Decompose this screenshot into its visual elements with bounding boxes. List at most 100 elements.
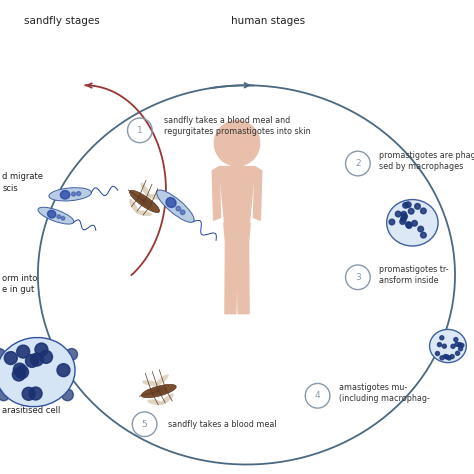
Circle shape	[451, 344, 455, 348]
Circle shape	[406, 223, 412, 228]
Ellipse shape	[129, 199, 138, 213]
Circle shape	[29, 387, 42, 400]
Circle shape	[405, 202, 411, 208]
Circle shape	[415, 203, 420, 209]
Circle shape	[401, 216, 406, 222]
Circle shape	[440, 336, 444, 340]
Ellipse shape	[141, 198, 148, 205]
Circle shape	[66, 348, 78, 360]
Text: 4: 4	[315, 392, 320, 400]
Circle shape	[409, 209, 414, 214]
Circle shape	[72, 192, 75, 196]
Circle shape	[4, 352, 17, 365]
Ellipse shape	[142, 380, 158, 386]
Ellipse shape	[156, 374, 169, 385]
Circle shape	[0, 348, 5, 360]
Ellipse shape	[137, 195, 145, 203]
Circle shape	[457, 343, 462, 346]
Circle shape	[26, 355, 38, 367]
Ellipse shape	[38, 207, 74, 224]
Circle shape	[436, 352, 439, 356]
Ellipse shape	[147, 400, 163, 405]
Ellipse shape	[129, 191, 160, 212]
Text: arasitised cell: arasitised cell	[2, 406, 61, 414]
Ellipse shape	[166, 198, 176, 208]
Text: orm into
e in gut: orm into e in gut	[2, 274, 38, 294]
Circle shape	[57, 215, 61, 219]
Circle shape	[16, 365, 28, 379]
Circle shape	[389, 219, 395, 225]
Polygon shape	[219, 167, 255, 223]
Circle shape	[443, 355, 447, 358]
Circle shape	[440, 356, 444, 360]
Circle shape	[13, 363, 26, 376]
Ellipse shape	[387, 200, 438, 246]
Circle shape	[22, 387, 35, 400]
Ellipse shape	[157, 190, 194, 222]
Circle shape	[35, 343, 48, 356]
Circle shape	[400, 219, 405, 224]
Circle shape	[62, 389, 73, 401]
Circle shape	[61, 217, 65, 220]
Text: human stages: human stages	[231, 16, 305, 27]
Ellipse shape	[161, 393, 174, 404]
Ellipse shape	[0, 337, 75, 407]
Circle shape	[57, 364, 70, 377]
Circle shape	[77, 191, 81, 196]
Text: sandfly takes a blood meal and
regurgitates promastigotes into skin: sandfly takes a blood meal and regurgita…	[164, 116, 310, 136]
Circle shape	[458, 347, 463, 351]
Ellipse shape	[140, 182, 150, 197]
Ellipse shape	[144, 200, 152, 208]
Ellipse shape	[429, 329, 466, 363]
Circle shape	[450, 355, 454, 359]
Circle shape	[454, 337, 458, 342]
Circle shape	[447, 356, 451, 360]
Ellipse shape	[47, 210, 56, 218]
Circle shape	[30, 353, 44, 366]
Circle shape	[214, 120, 260, 167]
Ellipse shape	[151, 389, 159, 396]
Circle shape	[442, 344, 447, 348]
Text: 1: 1	[137, 126, 143, 135]
Ellipse shape	[136, 210, 152, 216]
Polygon shape	[224, 223, 250, 242]
Circle shape	[418, 226, 424, 232]
Text: promastigotes are phagocyto-
sed by macrophages: promastigotes are phagocyto- sed by macr…	[379, 151, 474, 171]
Circle shape	[445, 355, 449, 359]
Polygon shape	[237, 242, 249, 314]
Circle shape	[420, 232, 426, 238]
Text: sandfly stages: sandfly stages	[24, 16, 100, 27]
Polygon shape	[212, 167, 220, 220]
Text: amastigotes mu-
(including macrophag-: amastigotes mu- (including macrophag-	[339, 383, 430, 403]
Ellipse shape	[155, 387, 163, 395]
Circle shape	[12, 368, 25, 381]
Circle shape	[455, 342, 459, 346]
Circle shape	[17, 345, 30, 358]
Circle shape	[401, 211, 407, 217]
Circle shape	[181, 210, 185, 215]
Circle shape	[402, 214, 407, 219]
Ellipse shape	[49, 188, 91, 201]
Text: sandfly takes a blood meal: sandfly takes a blood meal	[168, 420, 277, 428]
Text: 3: 3	[355, 273, 361, 282]
Polygon shape	[225, 242, 237, 314]
Ellipse shape	[60, 191, 70, 199]
Text: 2: 2	[355, 159, 361, 168]
Polygon shape	[231, 158, 243, 167]
Ellipse shape	[147, 194, 164, 200]
Text: promastigotes tr-
ansform inside: promastigotes tr- ansform inside	[379, 265, 449, 285]
Circle shape	[176, 206, 181, 211]
Circle shape	[406, 222, 411, 228]
Circle shape	[0, 389, 9, 401]
Text: 5: 5	[142, 420, 147, 428]
Circle shape	[39, 350, 53, 364]
Polygon shape	[254, 167, 262, 220]
Ellipse shape	[159, 386, 167, 393]
Circle shape	[420, 208, 426, 214]
Text: d migrate
scis: d migrate scis	[2, 173, 43, 192]
Ellipse shape	[141, 384, 176, 398]
Circle shape	[403, 202, 409, 208]
Circle shape	[412, 220, 417, 226]
Circle shape	[395, 211, 401, 217]
Circle shape	[456, 351, 460, 356]
